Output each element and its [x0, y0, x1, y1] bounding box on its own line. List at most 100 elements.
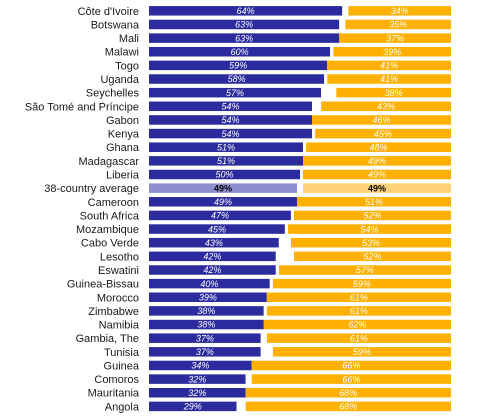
country-row: Morocco 39% 61% — [97, 292, 451, 304]
bar-left — [149, 374, 246, 384]
country-label: Zimbabwe — [88, 306, 139, 318]
bar-gap — [284, 224, 288, 234]
bar-right — [327, 74, 451, 84]
bar-left — [149, 292, 267, 303]
value-label-right: 38% — [385, 88, 403, 98]
country-row: Togo 59% 41% — [115, 60, 451, 72]
country-label: Gabon — [106, 115, 139, 127]
value-label-left: 54% — [222, 102, 240, 112]
bar-left — [149, 333, 261, 343]
value-label-left: 64% — [237, 6, 255, 16]
country-row: Malawi 60% 39% — [105, 47, 451, 59]
bar-left — [149, 360, 252, 371]
bar-gap — [260, 333, 267, 343]
bar-gap — [324, 74, 328, 84]
value-label-left: 58% — [228, 74, 246, 84]
bar-gap — [342, 6, 349, 16]
bar-gap — [278, 237, 291, 248]
value-label-left: 49% — [214, 197, 232, 207]
value-label-right: 52% — [363, 211, 381, 221]
country-row: Mali 63% 37% — [119, 33, 451, 45]
value-label-right: 61% — [350, 333, 368, 343]
value-label-right: 52% — [363, 252, 381, 262]
value-label-left: 49% — [214, 183, 232, 193]
country-label: Liberia — [106, 170, 140, 182]
value-label-right: 45% — [374, 129, 392, 139]
bar-left — [149, 6, 343, 16]
bar-left — [149, 319, 264, 330]
country-row: Cabo Verde 43% 53% — [81, 238, 451, 250]
value-label-right: 41% — [380, 61, 398, 71]
value-label-left: 39% — [199, 292, 217, 302]
country-row: Guinea 34% 66% — [104, 360, 451, 372]
bar-right — [245, 387, 451, 398]
bar-gap — [303, 142, 307, 152]
value-label-left: 51% — [217, 142, 235, 152]
value-label-right: 54% — [360, 224, 378, 234]
country-row: Namibia 38% 62% — [99, 320, 451, 332]
bar-left — [149, 197, 297, 207]
country-row: Comoros 32% 66% — [94, 374, 451, 386]
country-label: Gambia, The — [76, 333, 139, 345]
bar-left — [149, 19, 340, 30]
value-label-left: 34% — [191, 361, 209, 371]
country-row: Zimbabwe 38% 61% — [88, 306, 451, 318]
bar-left — [149, 265, 276, 275]
bar-left — [149, 306, 264, 316]
bar-gap — [275, 265, 279, 275]
value-label-right: 59% — [353, 347, 371, 357]
bar-gap — [300, 169, 304, 180]
country-row: South Africa 47% 52% — [80, 210, 451, 222]
country-label: Mozambique — [76, 224, 139, 236]
bar-right — [339, 33, 451, 43]
country-label: Madagascar — [78, 156, 139, 168]
country-label: Namibia — [99, 320, 140, 332]
value-label-left: 50% — [215, 170, 233, 180]
country-row: Tunisia 37% 59% — [104, 347, 451, 359]
value-label-right: 48% — [370, 142, 388, 152]
bar-gap — [339, 19, 346, 30]
value-label-right: 39% — [383, 47, 401, 57]
bar-right — [321, 101, 451, 112]
value-label-left: 47% — [211, 211, 229, 221]
value-label-left: 54% — [222, 129, 240, 139]
country-label: Lesotho — [100, 251, 139, 263]
bar-left — [149, 115, 313, 125]
bar-gap — [330, 46, 334, 57]
value-label-left: 63% — [235, 33, 253, 43]
value-label-right: 57% — [356, 265, 374, 275]
value-label-right: 68% — [339, 402, 357, 412]
bar-right — [315, 128, 451, 139]
bar-gap — [296, 183, 304, 193]
bar-left — [149, 251, 276, 262]
value-label-right: 35% — [389, 20, 407, 30]
bar-gap — [263, 306, 267, 316]
bar-right — [327, 60, 451, 71]
country-label: Guinea-Bissau — [67, 279, 139, 291]
bar-right — [290, 237, 451, 248]
country-row: Mauritania 32% 68% — [88, 388, 451, 400]
bar-left — [149, 237, 279, 248]
value-label-right: 68% — [339, 388, 357, 398]
country-label: Botswana — [91, 19, 140, 31]
bar-right — [272, 347, 451, 357]
bar-right — [303, 156, 451, 166]
country-row: Madagascar 51% 49% — [78, 156, 451, 168]
value-label-left: 38% — [197, 306, 215, 316]
country-label: 38-country average — [44, 183, 139, 195]
country-label: São Tomé and Príncipe — [25, 101, 139, 113]
country-row: Seychelles 57% 38% — [86, 88, 451, 100]
value-label-left: 42% — [203, 265, 221, 275]
bar-gap — [312, 128, 316, 139]
country-row: Kenya 54% 45% — [108, 129, 451, 141]
country-label: Kenya — [108, 129, 140, 141]
country-label: Cabo Verde — [81, 238, 139, 250]
bar-left — [149, 387, 246, 398]
country-label: Malawi — [105, 47, 139, 59]
bar-right — [336, 87, 451, 98]
country-row: Lesotho 42% 52% — [100, 251, 451, 263]
country-label: Angola — [105, 401, 140, 413]
country-row: Botswana 63% 35% — [91, 19, 451, 31]
bar-left — [149, 87, 322, 98]
